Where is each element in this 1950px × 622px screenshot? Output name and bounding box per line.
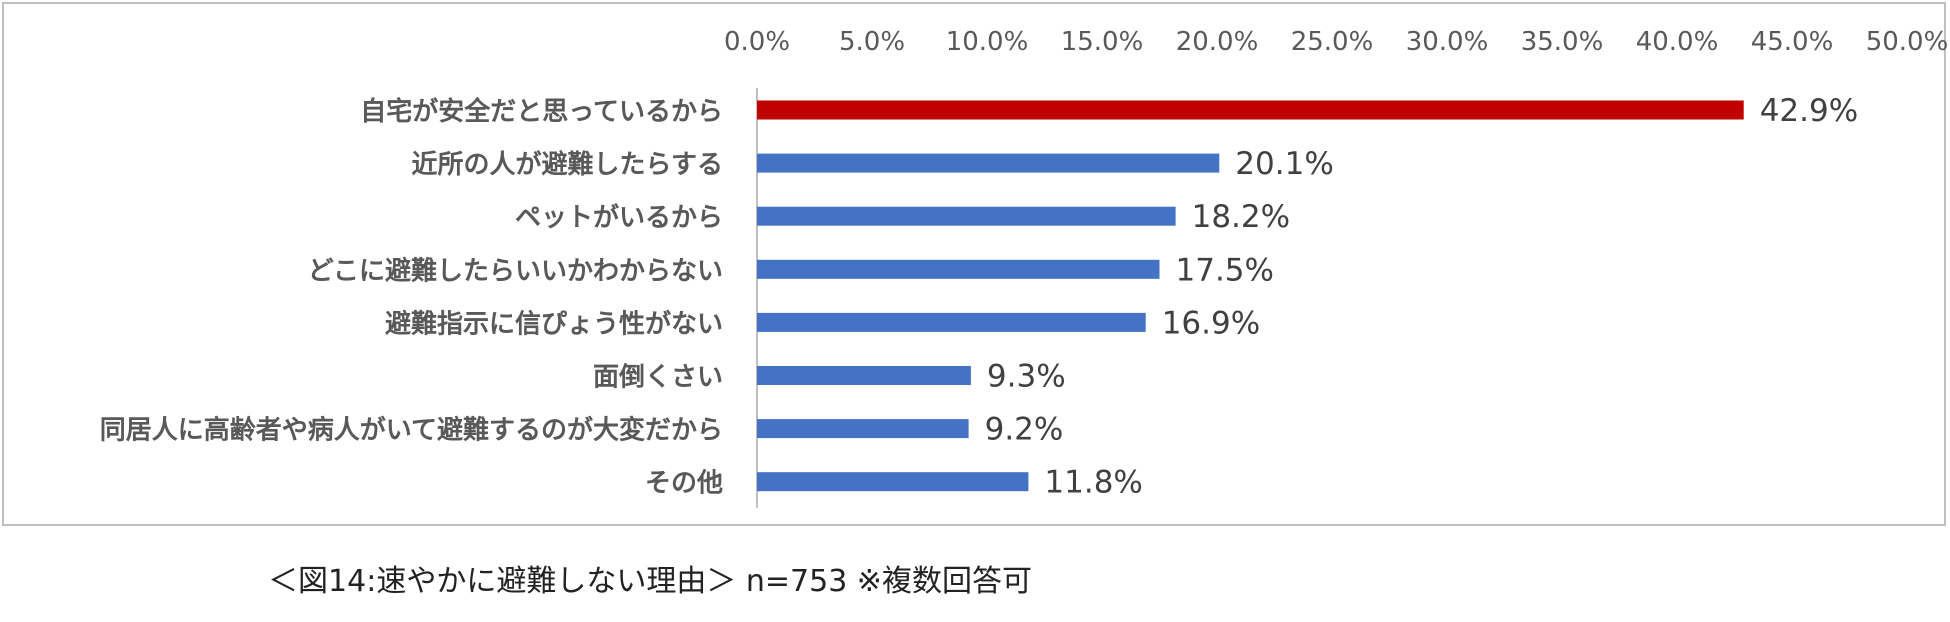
bar: [757, 366, 971, 385]
x-tick-label: 20.0%: [1176, 27, 1259, 57]
x-tick-label: 40.0%: [1636, 27, 1719, 57]
bar: [757, 100, 1744, 120]
data-label: 18.2%: [1192, 199, 1290, 235]
x-axis-ticks: 0.0% 5.0% 10.0% 15.0% 20.0% 25.0% 30.0% 35.0% 40…: [724, 27, 1948, 57]
bar: [757, 259, 1160, 279]
figure-caption: ＜図14:速やかに避難しない理由＞ n=753 ※複数回答可: [268, 564, 1032, 599]
category-label: どこに避難したらいいかわからない: [308, 255, 723, 286]
data-label: 11.8%: [1044, 465, 1142, 501]
x-tick-label: 35.0%: [1521, 27, 1604, 57]
value-labels: 42.9% 20.1% 18.2% 17.5% 16.9% 9.3% 9.2% 11.8%: [985, 93, 1859, 501]
data-label: 16.9%: [1162, 305, 1260, 341]
category-label: 同居人に高齢者や病人がいて避難するのが大変だから: [100, 415, 723, 446]
category-label: 近所の人が避難したらする: [412, 149, 723, 180]
data-label: 42.9%: [1760, 93, 1858, 129]
bar: [757, 312, 1146, 332]
category-label: 自宅が安全だと思っているから: [360, 96, 723, 127]
category-labels: 自宅が安全だと思っているから近所の人が避難したらするペットがいるからどこに避難し…: [100, 96, 723, 499]
bar-chart: 0.0% 5.0% 10.0% 15.0% 20.0% 25.0% 30.0% 35.0% 40…: [100, 27, 1948, 508]
data-label: 17.5%: [1176, 252, 1274, 288]
x-tick-label: 15.0%: [1061, 27, 1144, 57]
x-tick-label: 25.0%: [1291, 27, 1374, 57]
bar: [757, 153, 1220, 173]
x-tick-label: 0.0%: [724, 27, 790, 57]
bar: [757, 206, 1176, 226]
bars: [757, 100, 1744, 492]
data-label: 9.3%: [987, 359, 1066, 395]
category-label: その他: [645, 469, 723, 499]
x-tick-label: 5.0%: [839, 27, 905, 57]
x-tick-label: 30.0%: [1406, 27, 1489, 57]
x-tick-label: 50.0%: [1866, 27, 1949, 57]
x-tick-label: 45.0%: [1751, 27, 1834, 57]
category-label: 避難指示に信ぴょう性がない: [385, 308, 723, 339]
data-label: 20.1%: [1235, 146, 1333, 182]
data-label: 9.2%: [985, 412, 1064, 448]
category-label: ペットがいるから: [515, 202, 723, 233]
category-label: 面倒くさい: [593, 363, 723, 393]
x-tick-label: 10.0%: [946, 27, 1029, 57]
bar: [757, 419, 969, 439]
bar: [757, 472, 1029, 492]
